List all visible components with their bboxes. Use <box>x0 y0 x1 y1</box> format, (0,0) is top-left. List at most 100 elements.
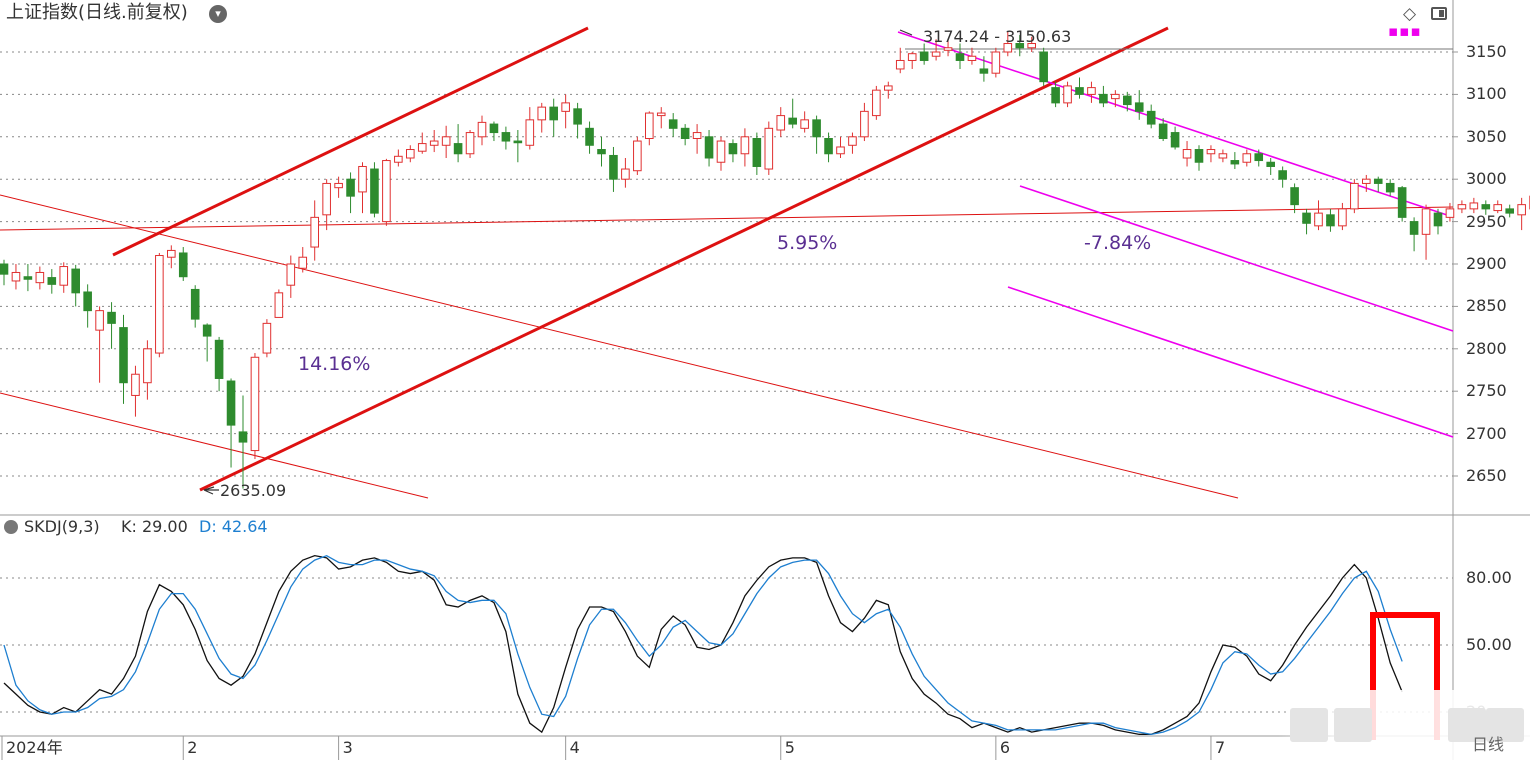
candle-up <box>621 158 630 188</box>
candle-up <box>1457 200 1467 214</box>
price-tick-label: 3150 <box>1466 42 1507 61</box>
candle-body <box>1075 87 1084 95</box>
candle-up <box>131 365 140 417</box>
candle-up <box>907 52 917 69</box>
candle-up <box>441 125 451 158</box>
candle-body <box>35 271 45 284</box>
candle-body <box>489 123 499 134</box>
candle-body <box>1314 212 1323 227</box>
period-corner-label: 日线 <box>1472 735 1505 754</box>
candle-body <box>895 59 905 70</box>
candle-body <box>119 327 128 384</box>
candle-body <box>262 322 272 354</box>
candle-down <box>0 259 9 286</box>
candle-up <box>716 136 726 171</box>
candle-down <box>1385 179 1395 197</box>
candle-body <box>226 380 236 426</box>
candle-body <box>704 136 714 159</box>
indicator-d-value: D: 42.64 <box>199 517 268 536</box>
candle-up <box>1421 204 1431 260</box>
candle-up <box>1445 202 1455 222</box>
candle-body <box>1170 132 1180 148</box>
candle-body <box>1087 87 1096 95</box>
candle-body <box>812 119 821 138</box>
diamond-icon[interactable]: ◇ <box>1403 4 1417 24</box>
chart-title: 上证指数(日线.前复权) <box>6 2 188 23</box>
candle-body <box>848 136 857 146</box>
candle-body <box>1505 208 1515 214</box>
candle-body <box>1373 178 1383 184</box>
candle-down <box>83 284 92 328</box>
candle-up <box>525 107 535 150</box>
candle-body <box>1027 43 1037 49</box>
trend-line-thin-lower <box>0 392 429 499</box>
candle-body <box>1182 149 1192 159</box>
candle-down <box>1290 183 1299 214</box>
candle-up <box>322 179 331 231</box>
candle-up <box>394 149 403 167</box>
candle-body <box>919 51 929 61</box>
candle-body <box>943 47 953 51</box>
skdj-line-d <box>3 554 1403 735</box>
candle-up <box>465 130 475 158</box>
x-tick-label: 6 <box>999 738 1011 757</box>
watermark <box>1278 690 1530 760</box>
indicator-name: SKDJ(9,3) <box>24 517 100 536</box>
candle-body <box>1385 182 1395 193</box>
candle-up <box>645 111 654 146</box>
indicator-tick-label: 50.00 <box>1466 635 1512 654</box>
candle-body <box>1158 123 1168 139</box>
more-dots-icon[interactable]: ▪▪▪ <box>1388 22 1422 40</box>
candle-up <box>1003 31 1013 57</box>
candle-up <box>11 264 21 290</box>
trend-line-thin-upper <box>0 194 1239 499</box>
candle-up <box>417 132 427 154</box>
candle-up <box>561 94 570 129</box>
candle-up <box>95 306 104 383</box>
candle-body <box>549 106 559 121</box>
candle-up <box>382 158 391 226</box>
candle-body <box>1409 221 1419 235</box>
candle-up <box>358 162 367 214</box>
candle-body <box>1123 95 1132 106</box>
candle-up <box>991 47 1001 78</box>
candle-body <box>11 271 21 282</box>
candle-body <box>955 53 965 61</box>
candle-up <box>1027 36 1037 52</box>
candle-body <box>429 140 439 146</box>
candle-body <box>680 127 690 139</box>
candle-body <box>860 110 869 138</box>
candle-up <box>776 107 786 137</box>
candle-body <box>1290 187 1299 206</box>
candle-body <box>406 149 415 159</box>
price-tick-label: 2800 <box>1466 338 1507 358</box>
pct-label-trend: 5.95% <box>777 232 838 254</box>
candle-body <box>417 143 427 152</box>
candle-down <box>919 43 929 65</box>
candle-body <box>1493 204 1503 212</box>
candle-up <box>59 262 69 293</box>
price-tick-label: 2900 <box>1466 254 1507 273</box>
candle-body <box>1326 214 1335 227</box>
candle-body <box>991 51 1001 74</box>
candle-down <box>728 139 738 163</box>
candle-down <box>107 302 116 349</box>
candle-down <box>680 124 690 146</box>
candle-body <box>131 373 140 396</box>
candle-up <box>884 81 893 99</box>
candle-body <box>561 102 570 112</box>
candle-body <box>453 143 463 155</box>
panel-toggle-icon[interactable] <box>1431 7 1447 20</box>
high-marker-arrow <box>899 29 913 36</box>
candle-up <box>1469 197 1479 214</box>
candle-body <box>1397 187 1407 218</box>
indicator-menu-icon[interactable] <box>4 520 18 534</box>
candle-down <box>370 162 379 218</box>
candle-body <box>23 276 33 280</box>
candle-down <box>1194 145 1204 171</box>
candle-body <box>800 119 809 129</box>
candle-up <box>633 136 642 175</box>
high-price-label: 3174.24 - 3150.63 <box>923 27 1072 46</box>
candle-body <box>107 311 116 324</box>
chevron-down-icon[interactable]: ▾ <box>209 5 227 23</box>
